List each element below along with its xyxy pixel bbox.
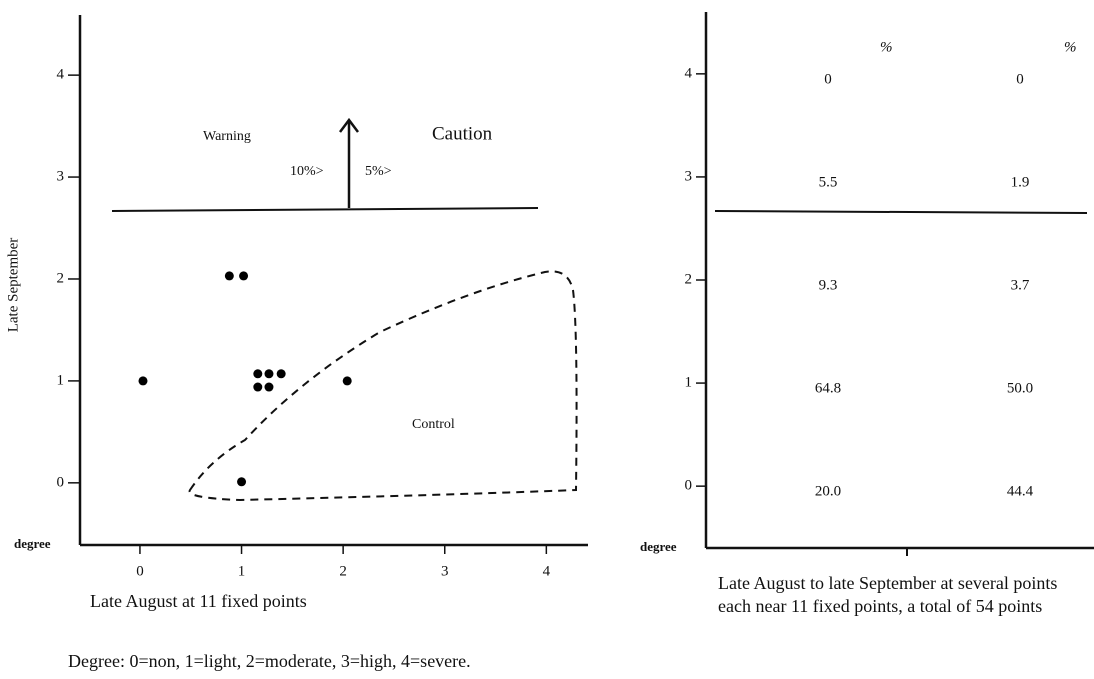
- x-axis-label: Late August at 11 fixed points: [90, 591, 307, 611]
- cell-value: 1.9: [1011, 174, 1030, 190]
- caption: Degree: 0=non, 1=light, 2=moderate, 3=hi…: [68, 651, 471, 671]
- y-tick-label: 1: [57, 372, 65, 388]
- x-tick-label: 0: [136, 563, 144, 579]
- control-region: [188, 270, 578, 502]
- point: [224, 271, 234, 281]
- arrow-head: [339, 117, 359, 133]
- cell-value: 0: [824, 71, 832, 87]
- point: [276, 369, 286, 379]
- y-tick-label: 2: [57, 270, 65, 286]
- annotation: 5%>: [365, 164, 392, 179]
- threshold-line: [111, 207, 539, 212]
- axis-note: degree: [14, 536, 51, 551]
- y-tick-label: 0: [685, 478, 693, 494]
- cell-value: 44.4: [1007, 484, 1034, 500]
- point: [239, 271, 249, 281]
- column-header: %: [1064, 39, 1077, 55]
- y-tick-label: 0: [57, 474, 65, 490]
- x-tick-label: 4: [543, 563, 551, 579]
- point: [342, 376, 352, 386]
- cell-value: 64.8: [815, 381, 841, 397]
- cell-value: 0: [1016, 71, 1024, 87]
- point: [253, 369, 263, 379]
- x-tick-label: 3: [441, 563, 449, 579]
- column-header: %: [880, 39, 893, 55]
- y-tick-label: 1: [685, 375, 693, 391]
- x-axis-label: Late August to late September at several…: [718, 573, 1058, 616]
- annotation: Warning: [203, 129, 251, 144]
- cell-value: 50.0: [1007, 381, 1033, 397]
- cell-value: 5.5: [819, 174, 838, 190]
- y-tick-label: 3: [57, 168, 65, 184]
- point: [138, 376, 148, 386]
- threshold-line: [714, 210, 1088, 214]
- point: [264, 382, 274, 392]
- point: [237, 477, 247, 487]
- cell-value: 20.0: [815, 484, 841, 500]
- x-tick-label: 2: [339, 563, 347, 579]
- point: [253, 382, 263, 392]
- annotation: 10%>: [290, 164, 324, 179]
- point: [264, 369, 274, 379]
- cell-value: 3.7: [1011, 277, 1030, 293]
- y-tick-label: 4: [685, 65, 693, 81]
- annotation: Control: [412, 417, 455, 432]
- y-tick-label: 3: [685, 168, 693, 184]
- axis-note: degree: [640, 539, 677, 554]
- annotation: Caution: [432, 123, 493, 144]
- x-tick-label: 1: [238, 563, 246, 579]
- cell-value: 9.3: [819, 277, 838, 293]
- y-axis-label: Late September: [5, 238, 21, 333]
- y-tick-label: 4: [57, 67, 65, 83]
- y-tick-label: 2: [685, 271, 693, 287]
